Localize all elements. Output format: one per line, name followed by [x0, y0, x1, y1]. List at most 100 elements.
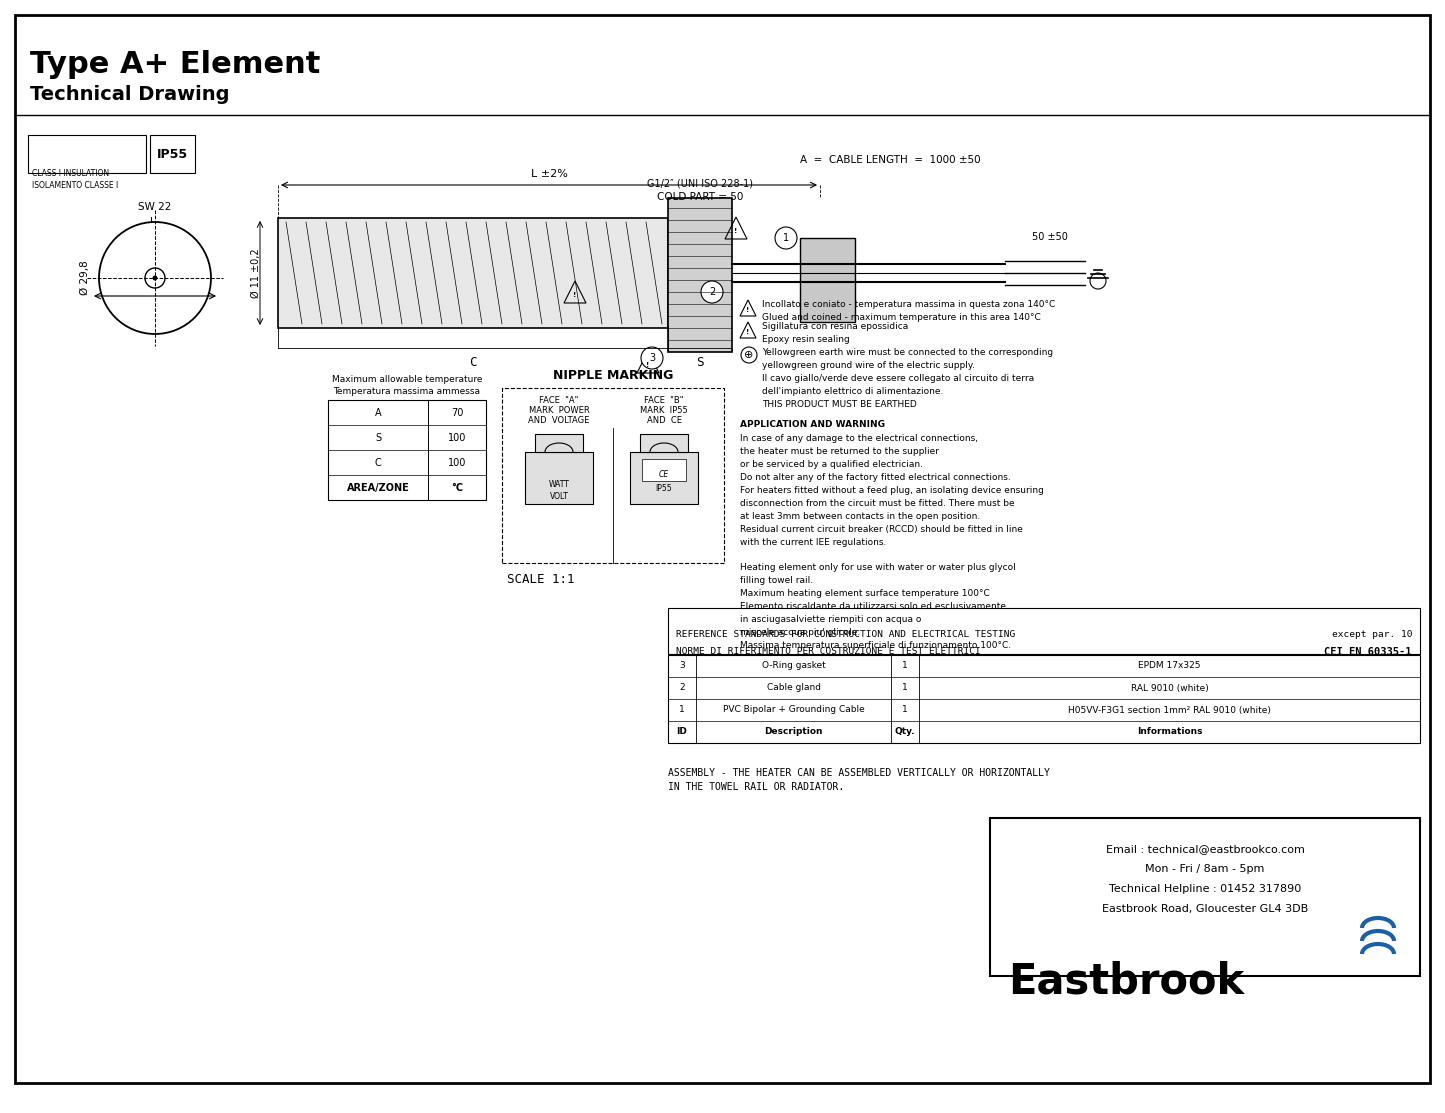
- Text: 100: 100: [448, 433, 467, 443]
- Text: VOLT: VOLT: [549, 492, 568, 501]
- Text: NORME DI RIFERIMENTO PER COSTRUZIONE E TEST ELETTRICI: NORME DI RIFERIMENTO PER COSTRUZIONE E T…: [676, 647, 981, 656]
- Text: RAL 9010 (white): RAL 9010 (white): [1130, 683, 1208, 692]
- Text: IN THE TOWEL RAIL OR RADIATOR.: IN THE TOWEL RAIL OR RADIATOR.: [668, 782, 844, 792]
- Text: C: C: [374, 457, 381, 467]
- Text: !: !: [734, 228, 737, 235]
- Text: !: !: [747, 329, 750, 335]
- Text: For heaters fitted without a feed plug, an isolating device ensuring: For heaters fitted without a feed plug, …: [740, 486, 1043, 495]
- Bar: [990, 818, 1420, 976]
- Text: Yellowgreen earth wire must be connected to the corresponding: Yellowgreen earth wire must be connected…: [762, 348, 1053, 357]
- Bar: [640, 434, 688, 452]
- Text: 50 ±50: 50 ±50: [1032, 232, 1068, 242]
- Text: Incollato e coniato - temperatura massima in questa zona 140°C: Incollato e coniato - temperatura massim…: [762, 301, 1055, 309]
- Text: Do not alter any of the factory fitted electrical connections.: Do not alter any of the factory fitted e…: [740, 473, 1010, 482]
- Text: miscele acqua piu' glicole.: miscele acqua piu' glicole.: [740, 628, 860, 637]
- Text: AND  VOLTAGE: AND VOLTAGE: [529, 416, 590, 425]
- Text: in asciugasalviette riempiti con acqua o: in asciugasalviette riempiti con acqua o: [740, 615, 922, 624]
- Text: L ±2%: L ±2%: [530, 169, 568, 179]
- Text: 1: 1: [783, 233, 789, 243]
- Bar: [27, 135, 146, 173]
- Text: AREA/ZONE: AREA/ZONE: [347, 483, 409, 492]
- Text: Informations: Informations: [1137, 728, 1202, 737]
- Text: IP55: IP55: [656, 483, 672, 492]
- Text: !: !: [574, 293, 577, 298]
- Text: S: S: [374, 433, 381, 443]
- Text: !: !: [747, 307, 750, 314]
- Text: FACE  "A": FACE "A": [539, 396, 578, 405]
- Bar: [668, 654, 1420, 743]
- Text: REFERENCE STANDARDS FOR CONSTRUCTION AND ELECTRICAL TESTING: REFERENCE STANDARDS FOR CONSTRUCTION AND…: [676, 630, 1016, 639]
- Bar: [668, 608, 1420, 654]
- Bar: [535, 434, 582, 452]
- Bar: [801, 238, 855, 322]
- Bar: [642, 459, 686, 481]
- Text: ⊕: ⊕: [744, 349, 754, 359]
- Text: MARK  IP55: MARK IP55: [640, 406, 688, 415]
- Text: Epoxy resin sealing: Epoxy resin sealing: [762, 335, 850, 344]
- Text: CLASS I INSULATION
ISOLAMENTO CLASSE I: CLASS I INSULATION ISOLAMENTO CLASSE I: [32, 169, 118, 190]
- Text: EPDM 17x325: EPDM 17x325: [1139, 661, 1201, 670]
- Text: AND  CE: AND CE: [646, 416, 682, 425]
- Text: 1: 1: [679, 706, 685, 715]
- Bar: [150, 135, 195, 173]
- Text: CEI EN 60335-1: CEI EN 60335-1: [1325, 647, 1412, 657]
- Text: except par. 10: except par. 10: [1331, 630, 1412, 639]
- Text: Glued and coined - maximum temperature in this area 140°C: Glued and coined - maximum temperature i…: [762, 313, 1040, 322]
- Text: dell'impianto elettrico di alimentazione.: dell'impianto elettrico di alimentazione…: [762, 387, 944, 396]
- Text: A  =  CABLE LENGTH  =  1000 ±50: A = CABLE LENGTH = 1000 ±50: [799, 155, 980, 165]
- Text: A: A: [374, 407, 381, 417]
- Text: filling towel rail.: filling towel rail.: [740, 577, 814, 585]
- Text: IP55: IP55: [158, 148, 188, 160]
- Text: Mon - Fri / 8am - 5pm: Mon - Fri / 8am - 5pm: [1146, 864, 1264, 874]
- Text: MARK  POWER: MARK POWER: [529, 406, 590, 415]
- Bar: [525, 452, 592, 504]
- Text: C: C: [470, 356, 477, 370]
- Text: Maximum heating element surface temperature 100°C: Maximum heating element surface temperat…: [740, 589, 990, 598]
- Circle shape: [153, 276, 158, 280]
- Text: Email : technical@eastbrookco.com: Email : technical@eastbrookco.com: [1105, 844, 1305, 854]
- Text: Residual current circuit breaker (RCCD) should be fitted in line: Residual current circuit breaker (RCCD) …: [740, 525, 1023, 534]
- Text: WATT: WATT: [549, 480, 569, 489]
- Text: Technical Drawing: Technical Drawing: [30, 85, 230, 104]
- Text: Cable gland: Cable gland: [766, 683, 821, 692]
- Text: °C: °C: [451, 483, 462, 492]
- Circle shape: [701, 280, 722, 303]
- Text: H05VV-F3G1 section 1mm² RAL 9010 (white): H05VV-F3G1 section 1mm² RAL 9010 (white): [1068, 706, 1272, 715]
- Circle shape: [642, 347, 663, 370]
- Text: Temperatura massima ammessa: Temperatura massima ammessa: [334, 387, 481, 396]
- Text: 1: 1: [902, 683, 907, 692]
- Text: 1: 1: [902, 661, 907, 670]
- Text: disconnection from the circuit must be fitted. There must be: disconnection from the circuit must be f…: [740, 499, 1014, 508]
- Circle shape: [775, 227, 798, 249]
- Text: with the current IEE regulations.: with the current IEE regulations.: [740, 538, 886, 546]
- Text: Eastbrook: Eastbrook: [1009, 961, 1244, 1003]
- Bar: [277, 218, 668, 328]
- Text: Eastbrook Road, Gloucester GL4 3DB: Eastbrook Road, Gloucester GL4 3DB: [1103, 904, 1308, 914]
- Text: ID: ID: [676, 728, 688, 737]
- Text: Sigillatura con resina epossidica: Sigillatura con resina epossidica: [762, 322, 909, 331]
- Bar: [668, 198, 733, 352]
- Text: Ø 11 ±0,2: Ø 11 ±0,2: [251, 248, 262, 298]
- Text: at least 3mm between contacts in the open position.: at least 3mm between contacts in the ope…: [740, 512, 980, 521]
- Text: Ø 29,8: Ø 29,8: [79, 260, 90, 295]
- Text: FACE  "B": FACE "B": [644, 396, 683, 405]
- Text: THIS PRODUCT MUST BE EARTHED: THIS PRODUCT MUST BE EARTHED: [762, 400, 916, 408]
- Text: 2: 2: [709, 287, 715, 297]
- Text: In case of any damage to the electrical connections,: In case of any damage to the electrical …: [740, 434, 978, 443]
- Text: APPLICATION AND WARNING: APPLICATION AND WARNING: [740, 420, 884, 429]
- Text: PVC Bipolar + Grounding Cable: PVC Bipolar + Grounding Cable: [722, 706, 864, 715]
- Text: NIPPLE MARKING: NIPPLE MARKING: [553, 370, 673, 382]
- Text: COLD PART = 50: COLD PART = 50: [657, 193, 743, 201]
- Text: 70: 70: [451, 407, 464, 417]
- Text: ASSEMBLY - THE HEATER CAN BE ASSEMBLED VERTICALLY OR HORIZONTALLY: ASSEMBLY - THE HEATER CAN BE ASSEMBLED V…: [668, 768, 1051, 778]
- Text: 3: 3: [649, 353, 655, 363]
- Text: SW 22: SW 22: [139, 201, 172, 211]
- Text: Il cavo giallo/verde deve essere collegato al circuito di terra: Il cavo giallo/verde deve essere collega…: [762, 374, 1035, 383]
- Text: Description: Description: [764, 728, 822, 737]
- Text: 3: 3: [679, 661, 685, 670]
- Text: Elemento riscaldante da utilizzarsi solo ed esclusivamente: Elemento riscaldante da utilizzarsi solo…: [740, 602, 1006, 611]
- Text: !: !: [646, 363, 650, 368]
- Text: CE: CE: [659, 470, 669, 479]
- Text: Massima temperatura superficiale di funzionamento 100°C.: Massima temperatura superficiale di funz…: [740, 641, 1012, 650]
- Text: O-Ring gasket: O-Ring gasket: [762, 661, 825, 670]
